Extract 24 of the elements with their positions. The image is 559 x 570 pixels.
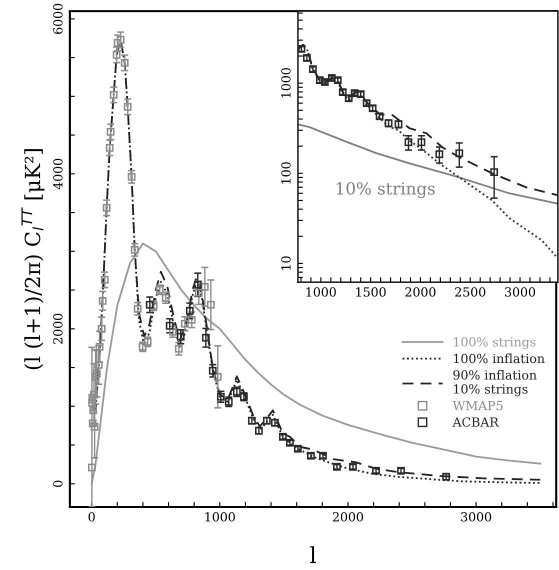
y-tick-label: 2000 — [53, 314, 63, 344]
legend-label: 100% inflation — [454, 354, 545, 364]
x-tick-label: 3000 — [505, 287, 536, 297]
x-tick-label: 2000 — [405, 287, 436, 297]
y-tick-label: 0 — [53, 480, 63, 487]
legend-label: ACBAR — [452, 417, 500, 427]
x-tick-label: 0 — [88, 512, 95, 522]
x-tick-label: 2000 — [332, 512, 364, 522]
y-tick-label: 4000 — [53, 158, 63, 190]
y-tick-label: 1000 — [281, 68, 291, 98]
y-axis-title: (l (l+1)/2π) C$_{l}$$^{TT}$ [μK²] — [21, 149, 44, 370]
x-tick-label: 3000 — [461, 512, 492, 522]
y-tick-label: 100 — [281, 162, 291, 184]
x-tick-label: 1500 — [356, 287, 386, 297]
y-tick-label: 6000 — [53, 4, 63, 34]
legend-label: WMAP5 — [452, 401, 503, 410]
x-tick-label: 1000 — [205, 512, 235, 522]
x-tick-label: 1000 — [306, 287, 336, 297]
x-tick-label: 2500 — [455, 287, 486, 297]
legend-label: 100% strings — [454, 337, 536, 350]
x-axis-title: l — [310, 546, 316, 564]
legend-label: 90% inflation 10% strings — [453, 370, 537, 396]
series-label: 10% strings — [336, 182, 435, 198]
y-tick-label: 10 — [281, 256, 291, 270]
